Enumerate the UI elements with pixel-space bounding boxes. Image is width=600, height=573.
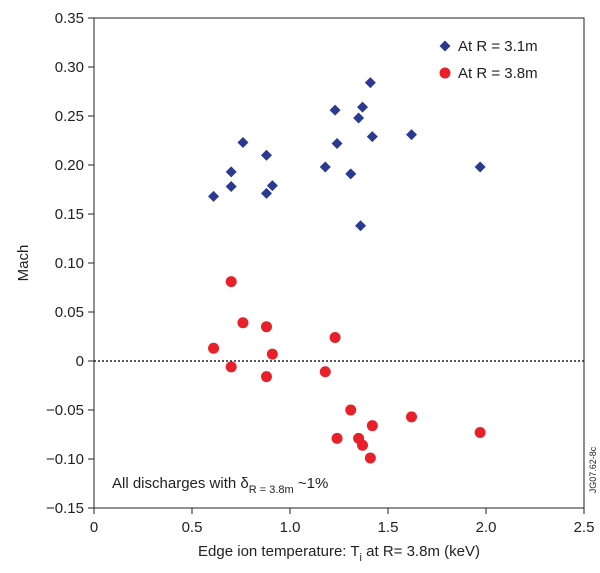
x-tick-label: 1.5 <box>378 519 399 536</box>
x-label-sub: i <box>360 552 362 564</box>
y-tick-label: 0.30 <box>55 59 84 76</box>
y-tick-label: 0.20 <box>55 157 84 174</box>
diamond-marker <box>353 112 365 124</box>
annotation: All discharges with δR = 3.8m ~1% <box>112 475 328 496</box>
diamond-marker <box>260 187 272 199</box>
circle-marker <box>331 432 343 444</box>
y-tick-label: 0.25 <box>55 108 84 125</box>
x-label-text: Edge ion temperature: T <box>198 543 359 560</box>
circle-marker <box>266 348 278 360</box>
diamond-marker <box>331 137 343 149</box>
annotation-sub: R = 3.8m <box>249 484 294 496</box>
y-tick-label: 0.05 <box>55 304 84 321</box>
y-tick-label: 0.35 <box>55 10 84 27</box>
y-tick-label: 0 <box>76 353 84 370</box>
x-tick-label: 1.0 <box>280 519 301 536</box>
annotation-text: All discharges with δ <box>112 475 249 492</box>
diamond-marker <box>345 168 357 180</box>
circle-marker <box>260 321 272 333</box>
x-axis-label: Edge ion temperature: Ti at R= 3.8m (keV… <box>198 543 480 564</box>
x-label-rest: at R= 3.8m (keV) <box>362 543 480 560</box>
legend-label: At R = 3.8m <box>458 65 538 82</box>
diamond-marker <box>439 40 451 52</box>
circle-marker <box>474 427 486 439</box>
circle-marker <box>345 404 357 416</box>
y-axis-label: Mach <box>15 245 32 282</box>
diamond-marker <box>366 131 378 143</box>
circle-marker <box>225 361 237 373</box>
legend-label: At R = 3.1m <box>458 38 538 55</box>
annotation-rest: ~1% <box>294 475 329 492</box>
diamond-marker <box>225 181 237 193</box>
diamond-marker <box>319 161 331 173</box>
diamond-marker <box>474 161 486 173</box>
x-tick-label: 0.5 <box>182 519 203 536</box>
diamond-marker <box>357 101 369 113</box>
x-tick-label: 0 <box>90 519 98 536</box>
y-tick-label: −0.05 <box>46 402 84 419</box>
circle-marker <box>208 342 220 354</box>
circle-marker <box>364 452 376 464</box>
diamond-marker <box>260 149 272 161</box>
diamond-marker <box>364 77 376 89</box>
diamond-marker <box>406 129 418 141</box>
circle-marker <box>329 331 341 343</box>
diamond-marker <box>225 166 237 178</box>
circle-marker <box>406 411 418 423</box>
diamond-marker <box>208 190 220 202</box>
diamond-marker <box>329 104 341 116</box>
diamond-marker <box>237 136 249 148</box>
x-tick-label: 2.0 <box>476 519 497 536</box>
side-label: JG07.62-8c <box>588 446 598 493</box>
circle-marker <box>357 439 369 451</box>
circle-marker <box>319 366 331 378</box>
x-tick-label: 2.5 <box>574 519 595 536</box>
y-tick-label: −0.10 <box>46 451 84 468</box>
circle-marker <box>366 420 378 432</box>
y-tick-label: 0.15 <box>55 206 84 223</box>
diamond-marker <box>355 220 367 232</box>
y-tick-label: −0.15 <box>46 500 84 517</box>
circle-marker <box>260 371 272 383</box>
circle-marker <box>439 67 451 79</box>
circle-marker <box>237 317 249 329</box>
diamond-marker <box>266 180 278 192</box>
circle-marker <box>225 276 237 288</box>
y-tick-label: 0.10 <box>55 255 84 272</box>
